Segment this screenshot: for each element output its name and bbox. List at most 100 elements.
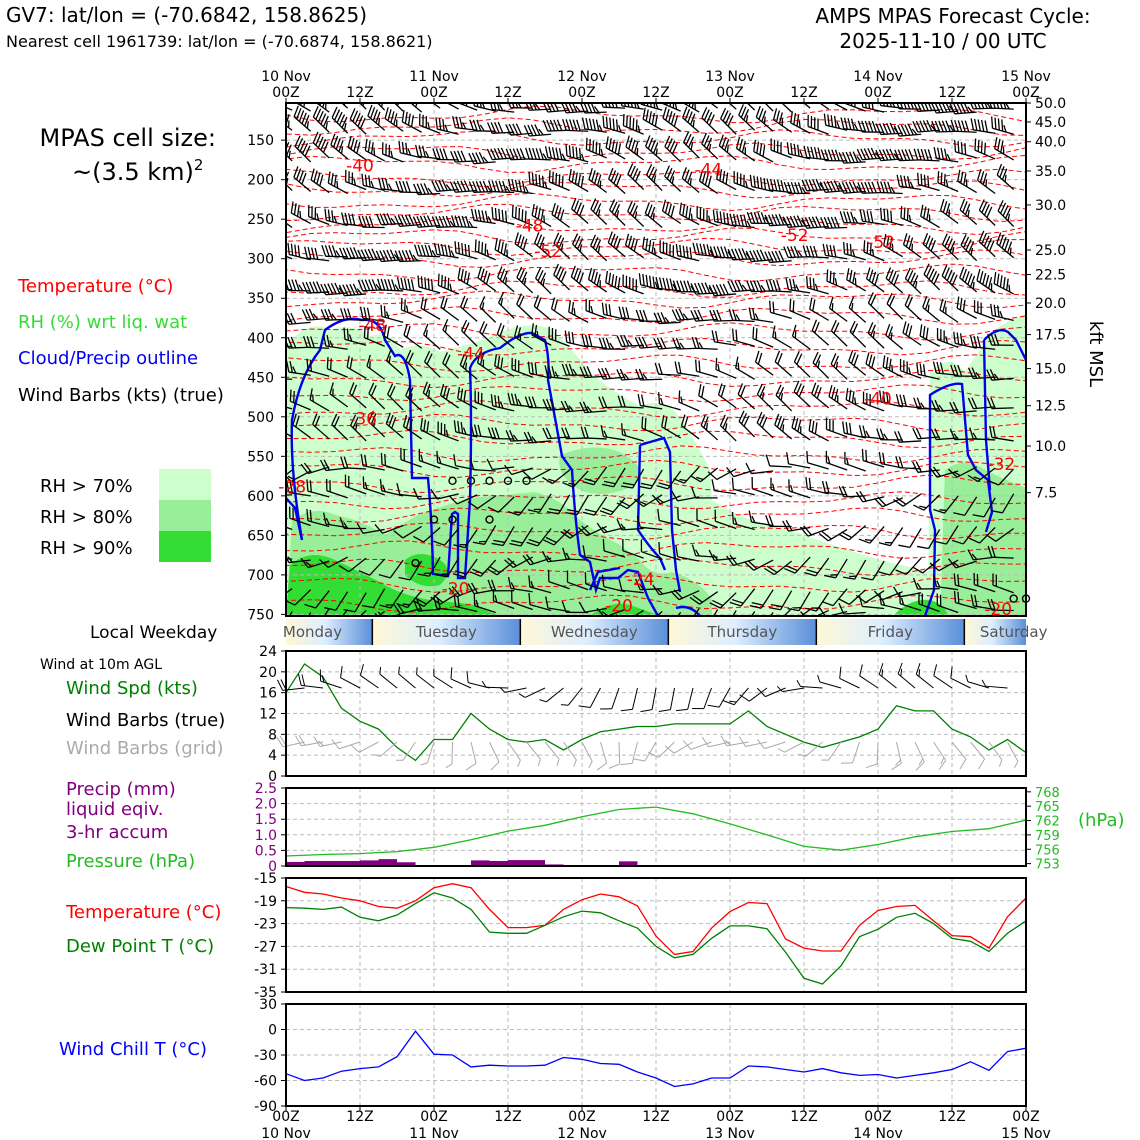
barb-feather <box>836 121 841 129</box>
windchill-line <box>285 1030 1027 1088</box>
barb-feather <box>990 303 993 316</box>
barb-feather <box>891 763 902 771</box>
barb-shaft <box>769 223 792 227</box>
wind-barb <box>633 494 663 508</box>
barb-feather <box>525 554 535 565</box>
wind-barb <box>653 312 681 325</box>
barb-shaft <box>631 687 638 710</box>
wind-barb-grid <box>350 741 379 753</box>
wind-barb <box>856 147 885 161</box>
weekday-segment <box>372 619 521 645</box>
barb-feather <box>700 414 707 426</box>
wind-barb <box>716 167 737 191</box>
barb-feather <box>978 230 985 242</box>
wind-barb <box>904 294 922 321</box>
wind-barb-grid <box>420 741 435 766</box>
barb-feather <box>826 180 833 193</box>
barb-feather <box>703 86 706 97</box>
barb-feather <box>498 104 504 112</box>
temperature-contour-label: -44 <box>695 160 723 180</box>
barb-shaft <box>547 109 570 113</box>
barb-feather <box>816 387 822 399</box>
barb-feather <box>314 415 321 427</box>
y-tick-label: 0.5 <box>255 843 277 859</box>
wind-barb <box>786 452 811 469</box>
barb-shaft <box>936 409 959 412</box>
barb-shaft <box>669 687 675 710</box>
wind-barb <box>744 559 774 571</box>
barb-shaft <box>566 409 589 413</box>
barb-feather <box>500 147 507 159</box>
barb-feather <box>335 250 341 257</box>
barb-feather <box>896 497 907 505</box>
barb-feather <box>957 574 960 587</box>
barb-feather <box>784 567 796 574</box>
barb-feather <box>740 412 748 425</box>
wind-barb-true <box>707 687 731 708</box>
barb-feather <box>766 178 771 191</box>
barb-feather <box>716 210 719 223</box>
wind-barb-true <box>578 687 601 708</box>
barb-feather <box>965 239 972 251</box>
barb-feather <box>771 483 775 491</box>
barb-shaft <box>566 129 589 132</box>
barb-feather <box>605 136 609 148</box>
wind-barb <box>642 107 663 131</box>
barb-feather <box>560 271 567 283</box>
wind-barb <box>950 119 977 133</box>
barb-shaft <box>992 127 1014 135</box>
barb-feather <box>851 249 856 257</box>
wind-barb <box>936 327 959 348</box>
barb-feather <box>783 246 789 258</box>
wind-barb <box>843 559 867 580</box>
barb-feather <box>862 425 867 438</box>
wind-barb <box>616 493 645 510</box>
barb-shaft <box>991 556 1014 559</box>
barb-feather <box>763 116 766 124</box>
temperature-contour <box>286 322 1026 341</box>
barb-feather <box>338 564 350 573</box>
barb-feather <box>585 117 590 130</box>
pressure-tick-label: 150 <box>247 133 274 149</box>
barb-feather <box>806 450 809 463</box>
barb-feather <box>442 148 448 160</box>
barb-shaft <box>504 687 527 693</box>
wind-barb <box>950 364 977 377</box>
wind-barb-true <box>539 687 564 703</box>
wind-barb <box>857 120 885 133</box>
barb-feather <box>819 181 826 193</box>
barb-feather <box>398 180 404 193</box>
windchill-label: Wind Chill T (°C) <box>59 1039 207 1060</box>
barb-feather <box>385 412 391 425</box>
barb-feather <box>941 264 948 277</box>
barb-feather <box>417 244 423 257</box>
wind-barb-grid <box>840 741 860 764</box>
barb-feather <box>741 140 746 153</box>
barb-feather <box>602 539 605 551</box>
precip-marker <box>1009 594 1018 603</box>
barb-feather <box>778 213 785 226</box>
wind-barb <box>275 277 293 291</box>
barb-feather <box>275 277 278 288</box>
barb-shaft <box>844 103 866 112</box>
wind-barb <box>916 529 941 550</box>
barb-feather <box>933 273 940 285</box>
barb-feather <box>545 536 557 544</box>
barb-feather <box>645 109 649 122</box>
barb-feather <box>423 419 427 432</box>
bottom-hour-label: 12Z <box>642 1109 669 1125</box>
barb-feather <box>608 167 614 180</box>
barb-feather <box>675 337 682 350</box>
precip-bar <box>304 861 323 866</box>
barb-feather <box>329 358 332 371</box>
barb-feather <box>383 305 387 318</box>
barb-feather <box>356 522 364 534</box>
wind-barb <box>782 215 811 229</box>
barb-feather <box>561 704 569 706</box>
barb-feather <box>451 215 456 227</box>
barb-feather <box>870 324 876 336</box>
barb-feather <box>778 250 785 262</box>
barb-feather <box>652 276 656 289</box>
cloud-outline-2 <box>468 331 660 616</box>
barb-feather <box>391 417 397 429</box>
